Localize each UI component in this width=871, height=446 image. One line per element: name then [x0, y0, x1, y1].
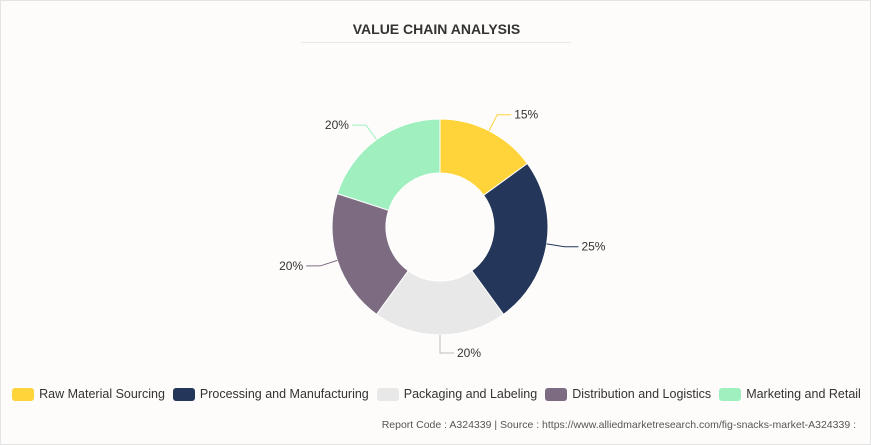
legend-item[interactable]: Packaging and Labeling	[376, 387, 538, 401]
data-label: 20%	[279, 259, 303, 273]
label-leader-line	[488, 114, 512, 131]
label-leader-line	[351, 124, 377, 140]
legend-swatch	[172, 387, 195, 401]
legend-label: Processing and Manufacturing	[199, 387, 369, 401]
legend-label: Marketing and Retail	[746, 387, 861, 401]
data-label: 20%	[457, 346, 481, 360]
legend-label: Distribution and Logistics	[572, 387, 712, 401]
legend-item[interactable]: Raw Material Sourcing	[12, 387, 165, 401]
legend-label: Packaging and Labeling	[403, 387, 538, 401]
slice-marketing-and-retail[interactable]	[336, 118, 441, 211]
slice-processing-and-manufacturing[interactable]	[471, 162, 549, 316]
legend-swatch	[12, 387, 35, 401]
legend-item[interactable]: Processing and Manufacturing	[172, 387, 369, 401]
legend: Raw Material Sourcing Processing and Manu…	[1, 387, 871, 401]
legend-label: Raw Material Sourcing	[39, 387, 165, 401]
title-divider	[301, 42, 571, 43]
data-label: 20%	[325, 118, 349, 132]
legend-swatch	[719, 387, 742, 401]
label-leader-line	[306, 259, 338, 267]
data-label: 15%	[514, 108, 538, 122]
report-footer: Report Code : A324339 | Source : https:/…	[381, 419, 856, 431]
data-label: 25%	[581, 240, 605, 254]
legend-swatch	[376, 387, 399, 401]
label-leader-line	[439, 335, 454, 354]
legend-swatch	[545, 387, 568, 401]
legend-item[interactable]: Marketing and Retail	[719, 387, 861, 401]
legend-item[interactable]: Distribution and Logistics	[545, 387, 711, 401]
chart-title: VALUE CHAIN ANALYSIS	[352, 21, 521, 37]
label-leader-line	[546, 243, 579, 248]
